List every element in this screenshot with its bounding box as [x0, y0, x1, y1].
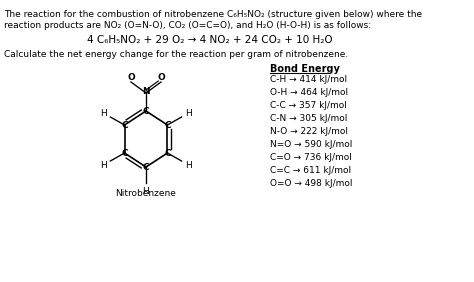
Text: 4 C₆H₅NO₂ + 29 O₂ → 4 NO₂ + 24 CO₂ + 10 H₂O: 4 C₆H₅NO₂ + 29 O₂ → 4 NO₂ + 24 CO₂ + 10 … [87, 35, 332, 45]
Text: C: C [143, 162, 149, 171]
Text: Nitrobenzene: Nitrobenzene [116, 189, 176, 198]
Text: H: H [185, 160, 192, 169]
Text: O=O → 498 kJ/mol: O=O → 498 kJ/mol [270, 179, 352, 188]
Text: reaction products are NO₂ (O=N-O), CO₂ (O=C=O), and H₂O (H-O-H) is as follows:: reaction products are NO₂ (O=N-O), CO₂ (… [4, 21, 372, 30]
Text: C: C [143, 107, 149, 116]
Text: C=C → 611 kJ/mol: C=C → 611 kJ/mol [270, 166, 351, 175]
Text: C=O → 736 kJ/mol: C=O → 736 kJ/mol [270, 153, 352, 162]
Text: N: N [142, 87, 150, 96]
Text: H: H [100, 160, 107, 169]
Text: The reaction for the combustion of nitrobenzene C₆H₅NO₂ (structure given below) : The reaction for the combustion of nitro… [4, 10, 422, 19]
Text: C: C [121, 120, 128, 129]
Text: Bond Energy: Bond Energy [270, 64, 340, 74]
Text: C: C [121, 149, 128, 158]
Text: C-C → 357 kJ/mol: C-C → 357 kJ/mol [270, 101, 346, 110]
Text: C-N → 305 kJ/mol: C-N → 305 kJ/mol [270, 114, 347, 123]
Text: O: O [157, 74, 165, 83]
Text: N-O → 222 kJ/mol: N-O → 222 kJ/mol [270, 127, 348, 136]
Text: Calculate the net energy change for the reaction per gram of nitrobenzene.: Calculate the net energy change for the … [4, 50, 349, 59]
Text: O-H → 464 kJ/mol: O-H → 464 kJ/mol [270, 88, 348, 97]
Text: H: H [143, 186, 149, 195]
Text: C: C [164, 120, 171, 129]
Text: H: H [185, 109, 192, 118]
Text: H: H [100, 109, 107, 118]
Text: O: O [127, 74, 135, 83]
Text: C: C [164, 149, 171, 158]
Text: N=O → 590 kJ/mol: N=O → 590 kJ/mol [270, 140, 352, 149]
Text: C-H → 414 kJ/mol: C-H → 414 kJ/mol [270, 75, 347, 84]
